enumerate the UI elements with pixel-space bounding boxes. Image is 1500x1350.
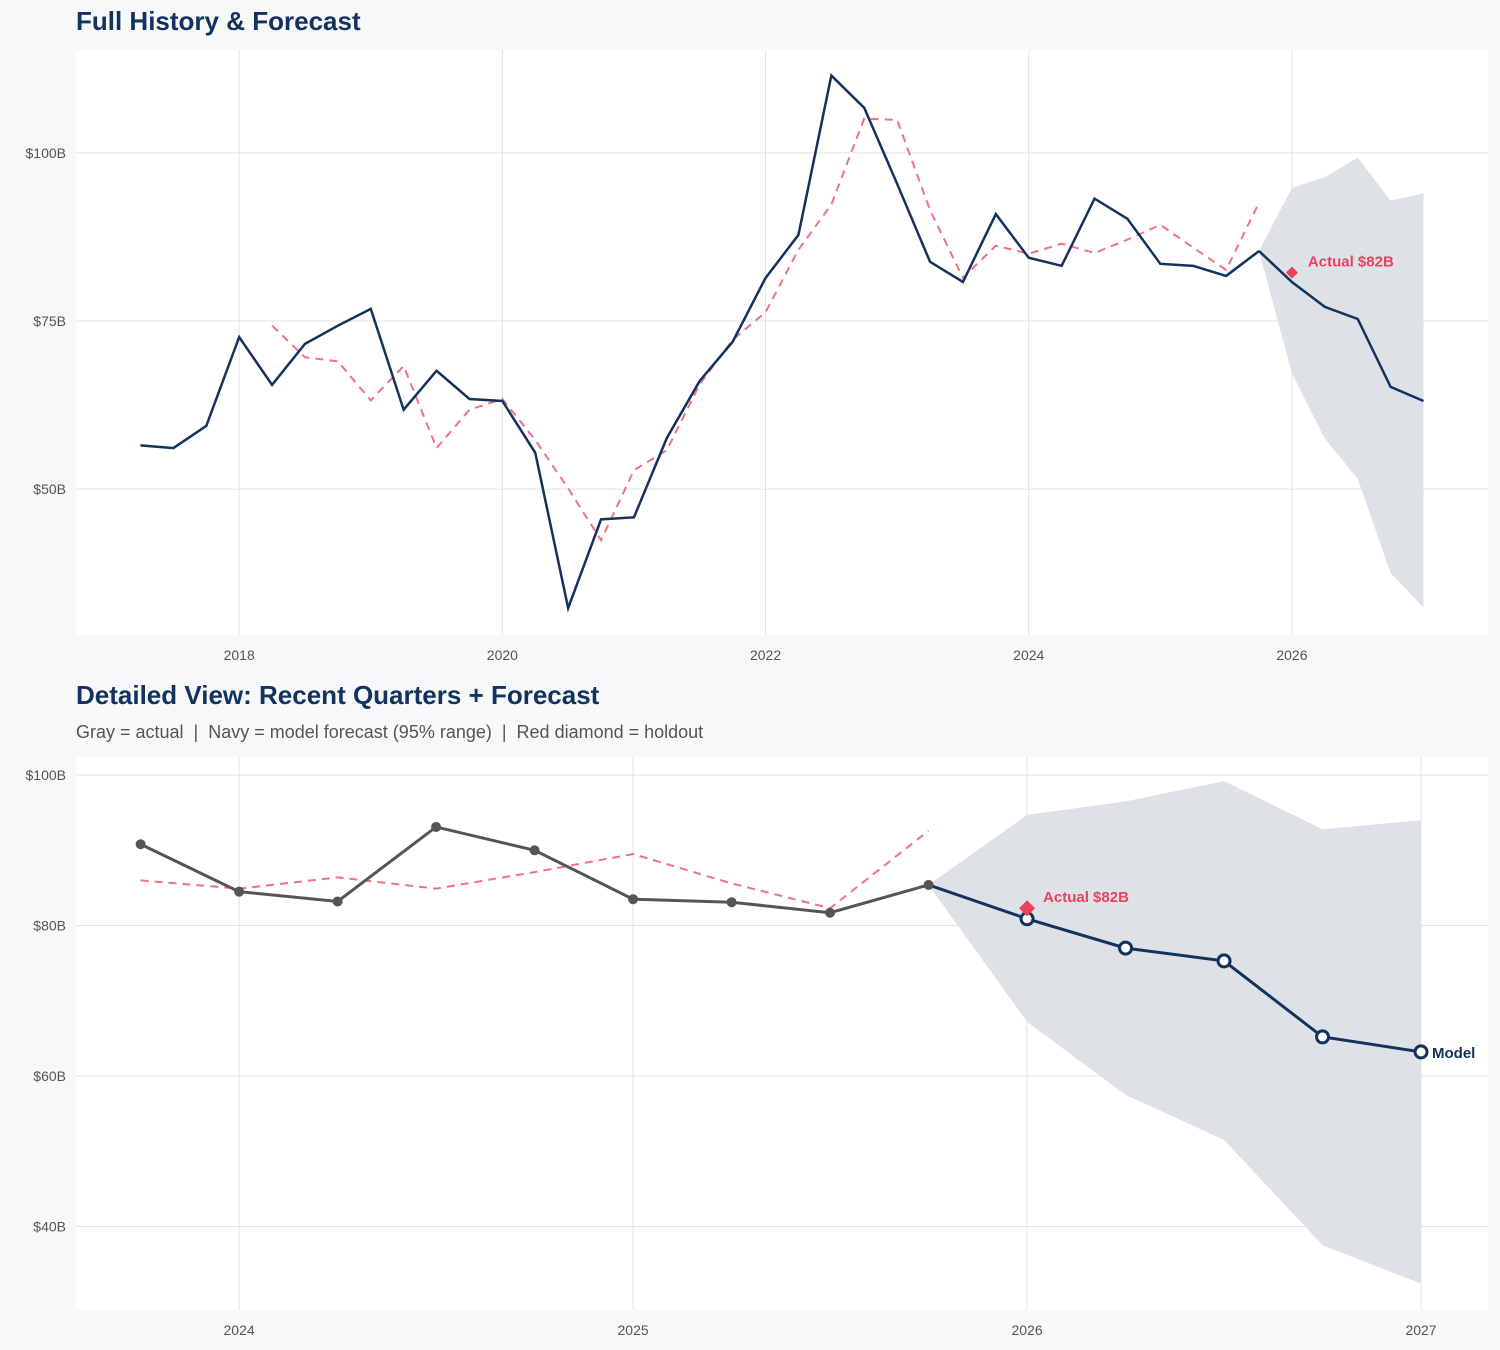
- holdout-label: Actual $82B: [1043, 889, 1129, 906]
- actual-point: [431, 821, 442, 832]
- actual-point: [135, 839, 146, 850]
- actual-point: [825, 907, 836, 918]
- forecast-point: [1315, 1029, 1331, 1045]
- forecast-band: [1259, 157, 1424, 608]
- x-tick-label: 2022: [750, 647, 781, 663]
- chart-1: 2024 2025 2026 2027 $40B $60B $80B $100B Model Ac…: [26, 757, 1488, 1338]
- x-tick-label: 2027: [1405, 1322, 1436, 1338]
- dashed-series-line: [140, 829, 930, 910]
- actual-point: [628, 894, 639, 905]
- holdout-diamond: [1285, 266, 1298, 279]
- y-tick-label: $100B: [26, 767, 66, 783]
- x-tick-label: 2024: [1013, 647, 1044, 663]
- actual-point: [529, 845, 540, 856]
- chart-title-bottom: Detailed View: Recent Quarters + Forecas…: [76, 680, 600, 710]
- forecast-band: [928, 781, 1422, 1284]
- chart-0: 2018 2020 2022 2024 2026 $50B $75B $100B Actual …: [26, 50, 1488, 663]
- forecast-end-label: Model: [1432, 1045, 1475, 1062]
- y-tick-label: $60B: [33, 1068, 66, 1084]
- y-tick-label: $100B: [26, 145, 66, 161]
- x-tick-label: 2026: [1276, 647, 1307, 663]
- x-tick-label: 2018: [224, 647, 255, 663]
- forecast-series-line: [928, 883, 1422, 1054]
- forecast-point: [1118, 940, 1134, 956]
- actual-point: [332, 896, 343, 907]
- y-tick-label: $75B: [33, 313, 66, 329]
- plot-area: [76, 50, 1488, 635]
- chart-title-top: Full History & Forecast: [76, 6, 361, 36]
- forecast-point: [1216, 953, 1232, 969]
- x-tick-label: 2026: [1011, 1322, 1042, 1338]
- actual-point: [923, 879, 934, 890]
- x-tick-label: 2024: [224, 1322, 255, 1338]
- y-tick-label: $80B: [33, 918, 66, 934]
- actual-series-line: [140, 73, 1260, 613]
- x-tick-label: 2025: [618, 1322, 649, 1338]
- x-tick-label: 2020: [487, 647, 518, 663]
- forecast-point: [1413, 1044, 1429, 1060]
- chart-subtitle-bottom: Gray = actual | Navy = model forecast (9…: [76, 722, 704, 742]
- holdout-label: Actual $82B: [1308, 254, 1394, 271]
- holdout-diamond: [1019, 900, 1036, 917]
- actual-point: [234, 886, 245, 897]
- y-tick-label: $50B: [33, 481, 66, 497]
- y-tick-label: $40B: [33, 1218, 66, 1234]
- actual-point: [726, 897, 737, 908]
- forecast-series-line: [1258, 250, 1425, 403]
